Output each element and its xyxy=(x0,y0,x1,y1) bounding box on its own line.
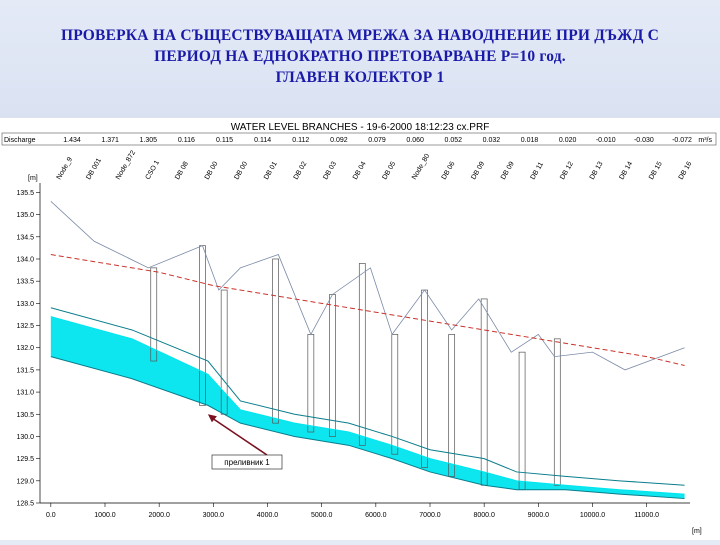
y-tick-label: 129.0 xyxy=(16,478,34,485)
node-label: DB 00 xyxy=(233,161,249,181)
discharge-value: -0.030 xyxy=(634,137,654,144)
discharge-value: 0.114 xyxy=(254,137,271,144)
discharge-value: 0.115 xyxy=(216,137,233,144)
x-tick-label: 11000.0 xyxy=(634,512,659,519)
discharge-label: Discharge xyxy=(4,137,36,144)
node-label: DB 001 xyxy=(85,157,103,181)
discharge-row-frame xyxy=(1,132,717,146)
series-line-water-level xyxy=(50,316,685,495)
series-line-pipe-crown xyxy=(50,307,685,486)
node-label: DB 14 xyxy=(618,161,634,181)
series-line-ground-level xyxy=(50,201,685,371)
slide-title-line-2: ПЕРИОД НА ЕДНОКРАТНО ПРЕТОВАРВАНЕ Р=10 г… xyxy=(154,48,566,65)
x-tick-label: 2000.0 xyxy=(148,512,170,519)
y-tick-label: 134.5 xyxy=(16,234,34,241)
discharge-value: 0.018 xyxy=(521,137,539,144)
discharge-value: 1.371 xyxy=(101,137,119,144)
discharge-value: 0.116 xyxy=(178,137,195,144)
x-tick-label: 3000.0 xyxy=(203,512,225,519)
node-label: DB 04 xyxy=(352,161,368,181)
manhole-shaft xyxy=(391,334,399,455)
discharge-value: 0.060 xyxy=(406,137,424,144)
water-fill-area xyxy=(50,316,685,499)
discharge-value: -0.072 xyxy=(672,137,692,144)
x-tick-label: 5000.0 xyxy=(311,512,333,519)
series-line-invert xyxy=(50,356,685,500)
y-tick-label: 130.0 xyxy=(16,434,34,441)
y-tick-label: 134.0 xyxy=(16,256,34,263)
y-tick-label: 135.5 xyxy=(16,190,34,197)
x-tick-label: 1000.0 xyxy=(94,512,116,519)
x-tick-label: 7000.0 xyxy=(419,512,441,519)
discharge-unit: m³/s xyxy=(698,137,712,144)
node-label: Node_80 xyxy=(411,153,431,181)
node-label: DB 02 xyxy=(293,161,309,181)
discharge-value: 0.032 xyxy=(483,137,501,144)
manhole-shaft xyxy=(448,334,456,477)
discharge-value: 0.092 xyxy=(330,137,348,144)
longitudinal-profile-chart: WATER LEVEL BRANCHES - 19-6-2000 18:12:2… xyxy=(0,118,720,540)
y-tick-label: 132.5 xyxy=(16,323,34,330)
node-label: Node_9 xyxy=(56,156,74,181)
node-label: DB 05 xyxy=(381,161,397,181)
discharge-value: -0.010 xyxy=(596,137,616,144)
y-tick-label: 130.5 xyxy=(16,412,34,419)
annotation-arrow xyxy=(210,416,268,456)
manhole-shaft xyxy=(358,263,366,446)
discharge-value: 1.305 xyxy=(139,137,157,144)
node-label: DB 12 xyxy=(559,161,575,181)
slide-title-line-1: ПРОВЕРКА НА СЪЩЕСТВУВАЩАТА МРЕЖА ЗА НАВО… xyxy=(60,27,660,44)
node-label: Node_872 xyxy=(115,149,137,181)
node-label: DB 15 xyxy=(648,161,664,181)
node-label: DB 16 xyxy=(678,161,694,181)
y-tick-label: 129.5 xyxy=(16,456,34,463)
manhole-shaft xyxy=(553,338,561,486)
x-tick-label: 6000.0 xyxy=(365,512,387,519)
x-tick-label: 4000.0 xyxy=(257,512,279,519)
discharge-value: 0.052 xyxy=(444,137,462,144)
chart-svg: WATER LEVEL BRANCHES - 19-6-2000 18:12:2… xyxy=(1,122,717,535)
x-axis-label: [m] xyxy=(692,528,702,535)
node-label: DB 01 xyxy=(263,161,279,181)
y-tick-label: 132.0 xyxy=(16,345,34,352)
discharge-value: 0.020 xyxy=(559,137,577,144)
manhole-shaft xyxy=(150,267,158,362)
y-tick-label: 133.5 xyxy=(16,279,34,286)
chart-title: WATER LEVEL BRANCHES - 19-6-2000 18:12:2… xyxy=(231,122,490,133)
manhole-shaft xyxy=(421,289,428,468)
node-label: DB 09 xyxy=(470,161,486,181)
manhole-shaft xyxy=(329,294,336,437)
node-label: DB 03 xyxy=(322,161,338,181)
annotation-arrowhead xyxy=(207,414,217,423)
manhole-shaft xyxy=(480,298,488,486)
series-line-max-water-level xyxy=(50,254,685,366)
node-label: CSO 1 xyxy=(145,159,162,181)
node-label: DB 11 xyxy=(530,161,546,181)
y-tick-label: 135.0 xyxy=(16,212,34,219)
x-tick-label: 10000.0 xyxy=(580,512,605,519)
slide-title-line-3: ГЛАВЕН КОЛЕКТОР 1 xyxy=(275,69,445,86)
discharge-value: 0.079 xyxy=(368,137,386,144)
y-axis-label: [m] xyxy=(28,175,38,182)
node-label: DB 08 xyxy=(174,161,190,181)
node-label: DB 09 xyxy=(500,161,516,181)
x-tick-label: 0.0 xyxy=(46,512,56,519)
discharge-value: 1.434 xyxy=(63,137,81,144)
manhole-shaft xyxy=(518,351,526,491)
manhole-shaft xyxy=(272,258,279,424)
x-tick-label: 9000.0 xyxy=(528,512,550,519)
x-tick-label: 8000.0 xyxy=(473,512,495,519)
annotation-box xyxy=(211,454,283,470)
y-tick-label: 131.5 xyxy=(16,367,34,374)
y-tick-label: 128.5 xyxy=(16,501,34,508)
node-label: DB 06 xyxy=(441,161,457,181)
discharge-value: 0.112 xyxy=(292,137,309,144)
annotation-text: преливник 1 xyxy=(224,458,270,467)
node-label: DB 13 xyxy=(589,161,605,181)
y-tick-label: 133.0 xyxy=(16,301,34,308)
node-label: DB 00 xyxy=(204,161,220,181)
slide-title: ПРОВЕРКА НА СЪЩЕСТВУВАЩАТА МРЕЖА ЗА НАВО… xyxy=(0,0,720,120)
y-tick-label: 131.0 xyxy=(16,390,34,397)
